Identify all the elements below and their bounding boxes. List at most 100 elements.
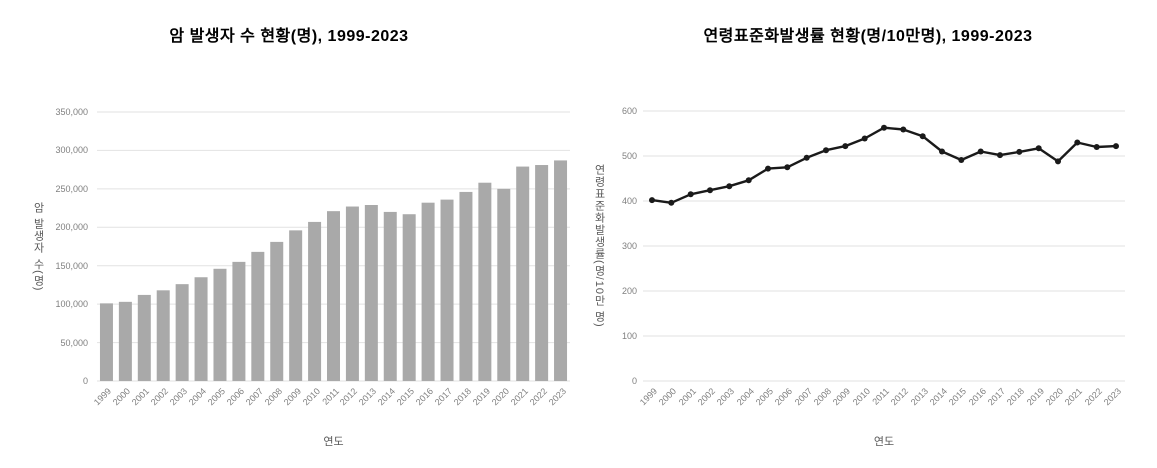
data-point-2022 <box>1093 144 1100 150</box>
data-point-2016 <box>977 148 984 155</box>
x-tick-label: 2011 <box>870 386 892 407</box>
x-tick-label: 2021 <box>508 386 530 408</box>
data-point-2020 <box>1055 158 1061 165</box>
data-point-2007 <box>803 154 810 161</box>
x-tick-label: 2015 <box>947 386 969 408</box>
data-point-2018 <box>1016 148 1023 155</box>
y-tick-label: 50,000 <box>60 337 88 348</box>
x-tick-label: 2014 <box>927 386 950 408</box>
bar-2017 <box>440 199 454 381</box>
x-tick-label: 2007 <box>792 386 814 408</box>
data-point-2003 <box>726 183 733 190</box>
data-point-2015 <box>958 157 965 163</box>
data-point-2006 <box>784 164 791 171</box>
x-tick-label: 2009 <box>281 386 303 408</box>
x-tick-label: 2000 <box>111 386 133 408</box>
x-tick-label: 2007 <box>243 386 265 408</box>
x-tick-label: 2013 <box>908 386 930 408</box>
x-tick-label: 1999 <box>637 386 660 408</box>
bar-2004 <box>194 277 208 381</box>
data-point-2005 <box>765 165 771 172</box>
data-point-2017 <box>997 152 1003 159</box>
data-point-2013 <box>919 133 926 140</box>
y-tick-label: 100 <box>621 331 637 341</box>
bar-1999 <box>99 303 113 381</box>
chart-title: 암 발생자 수 현황(명), 1999-2023 <box>169 28 409 45</box>
x-tick-label: 1999 <box>92 386 114 408</box>
bar-2011 <box>327 211 340 381</box>
plot-svg <box>643 110 1125 382</box>
bar-2012 <box>345 206 359 381</box>
y-tick-label: 350,000 <box>55 107 88 117</box>
y-tick-label: 100,000 <box>55 299 88 310</box>
bar-2018 <box>459 191 473 381</box>
y-tick-label: 150,000 <box>55 260 88 271</box>
y-tick-label: 400 <box>621 196 637 206</box>
data-point-2008 <box>823 147 829 154</box>
data-point-2004 <box>745 177 752 184</box>
y-tick-label: 300 <box>621 241 637 251</box>
x-tick-label: 2009 <box>831 386 853 408</box>
x-tick-label: 2001 <box>130 386 152 408</box>
x-tick-label: 2023 <box>1101 386 1124 408</box>
y-tick-label: 200 <box>621 286 637 296</box>
x-tick-label: 2008 <box>262 386 284 408</box>
bar-2007 <box>251 251 265 381</box>
bar-2003 <box>175 284 189 381</box>
data-point-2011 <box>881 124 887 131</box>
line-plot-area <box>643 110 1125 382</box>
x-tick-label: 2006 <box>773 386 795 408</box>
x-tick-label: 2012 <box>338 386 360 408</box>
bar-2002 <box>156 290 170 381</box>
x-tick-label: 2010 <box>300 386 322 408</box>
bar-plot-area <box>97 111 570 382</box>
data-point-2001 <box>687 191 694 198</box>
x-tick-label: 2018 <box>1005 386 1027 408</box>
y-axis-title: 암 발생자 수(명) <box>32 201 44 292</box>
data-point-2009 <box>842 143 849 150</box>
x-tick-label: 2002 <box>695 386 718 408</box>
y-tick-label: 0 <box>631 376 637 386</box>
x-tick-label: 2005 <box>753 386 776 408</box>
x-tick-label: 2014 <box>376 386 398 408</box>
bar-2020 <box>497 188 511 381</box>
bar-2015 <box>402 214 416 381</box>
y-tick-label: 0 <box>82 376 88 386</box>
x-tick-label: 2006 <box>224 386 246 408</box>
x-axis-title: 연도 <box>323 436 344 448</box>
x-tick-label: 2012 <box>889 386 911 408</box>
x-tick-label: 2023 <box>546 386 568 408</box>
bar-2006 <box>232 261 246 381</box>
x-tick-label: 2013 <box>357 386 379 408</box>
x-tick-label: 2000 <box>657 386 679 408</box>
x-tick-label: 2011 <box>319 386 341 407</box>
bar-2016 <box>421 202 435 381</box>
data-point-2019 <box>1035 145 1042 152</box>
bar-2019 <box>478 182 492 381</box>
data-point-2002 <box>707 187 713 194</box>
chart-title: 연령표준화발생률 현황(명/10만명), 1999-2023 <box>703 28 1033 45</box>
bar-2009 <box>289 230 303 381</box>
bar-2013 <box>364 205 378 381</box>
x-tick-label: 2016 <box>413 386 436 408</box>
data-point-2014 <box>939 148 945 155</box>
x-tick-label: 2016 <box>966 386 988 408</box>
x-tick-label: 2010 <box>850 386 872 408</box>
bar-2021 <box>516 166 530 381</box>
x-tick-label: 2022 <box>527 386 549 408</box>
bar-2010 <box>308 221 322 381</box>
x-tick-label: 2020 <box>489 386 511 408</box>
y-tick-label: 200,000 <box>55 222 88 233</box>
bar-2014 <box>383 211 397 381</box>
x-tick-label: 2019 <box>470 386 492 408</box>
x-tick-label: 2018 <box>451 386 474 408</box>
x-tick-label: 2019 <box>1024 386 1046 408</box>
data-point-1999 <box>649 197 655 204</box>
age-standardized-rate-chart: 연령표준화발생률 현황(명/10만명), 1999-2023 연령표준화발생률(… <box>579 0 1157 468</box>
bar-2001 <box>137 294 151 381</box>
data-point-2012 <box>900 126 907 133</box>
x-tick-label: 2001 <box>676 386 698 408</box>
x-tick-label: 2004 <box>734 386 756 408</box>
bar-2008 <box>270 241 284 381</box>
y-tick-label: 500 <box>621 151 637 161</box>
